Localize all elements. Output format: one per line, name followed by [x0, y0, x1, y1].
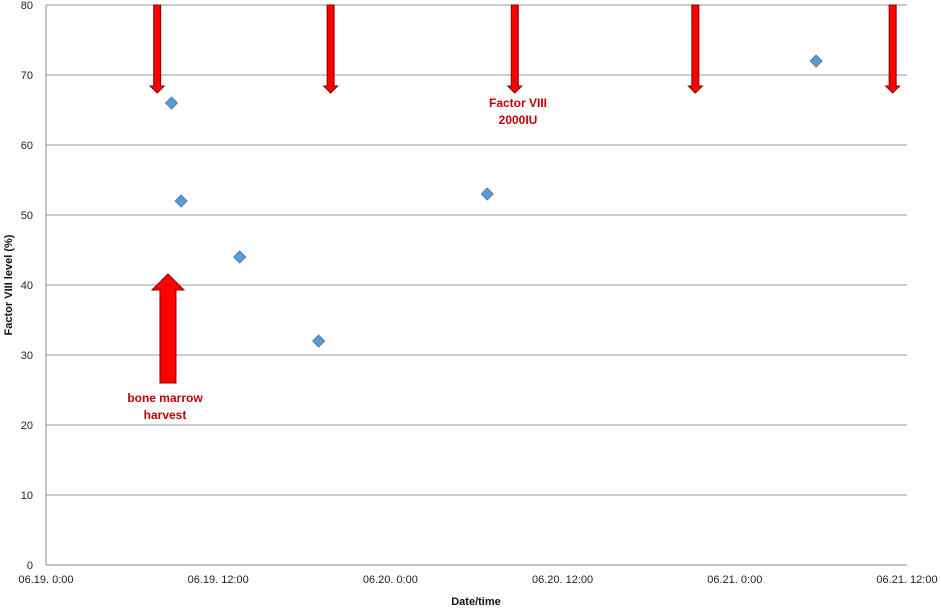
axes [45, 5, 907, 566]
harvest-arrow [150, 273, 186, 384]
harvest-annotation-line2: harvest [144, 408, 187, 422]
x-tick-label: 06.21. 0:00 [707, 574, 762, 586]
x-axis-title: Date/time [451, 596, 501, 608]
data-point [164, 96, 179, 110]
y-tick-label: 80 [21, 0, 33, 12]
dose-arrow [322, 4, 339, 94]
data-point [312, 334, 326, 348]
x-tick-label: 06.20. 0:00 [363, 574, 418, 586]
dose-arrow [884, 4, 901, 94]
x-tick-label: 06.19. 12:00 [188, 574, 249, 586]
dose-annotation-line1: Factor VIII [489, 96, 547, 110]
y-tick-label: 40 [21, 280, 33, 292]
data-point [174, 194, 188, 208]
harvest-arrow-group [150, 273, 186, 384]
y-tick-label: 60 [21, 140, 33, 152]
y-tick-label: 50 [21, 210, 33, 222]
data-point [480, 187, 494, 201]
x-tick-label: 06.21. 12:00 [876, 574, 937, 586]
dose-annotation-line2: 2000IU [499, 113, 538, 127]
dose-arrow [506, 4, 523, 94]
x-tick-label: 06.20. 12:00 [532, 574, 593, 586]
dose-arrows [149, 4, 901, 94]
y-tick-label: 10 [21, 490, 33, 502]
y-tick-labels: 0 10 20 30 40 50 60 70 80 [21, 0, 33, 572]
gridlines [46, 4, 907, 496]
data-point [809, 54, 823, 68]
dose-arrow [149, 4, 166, 94]
x-tick-labels: 06.19. 0:00 06.19. 12:00 06.20. 0:00 06.20.… [18, 574, 937, 586]
y-axis-title: Factor VIII level (%) [3, 234, 15, 335]
x-tick-label: 06.19. 0:00 [18, 574, 73, 586]
y-tick-label: 30 [21, 350, 33, 362]
data-point [233, 250, 247, 264]
harvest-annotation-line1: bone marrow [127, 391, 203, 405]
y-tick-label: 20 [21, 420, 33, 432]
dose-arrow [687, 4, 704, 94]
y-tick-label: 0 [27, 560, 33, 572]
data-points [164, 54, 823, 348]
y-tick-label: 70 [21, 70, 33, 82]
